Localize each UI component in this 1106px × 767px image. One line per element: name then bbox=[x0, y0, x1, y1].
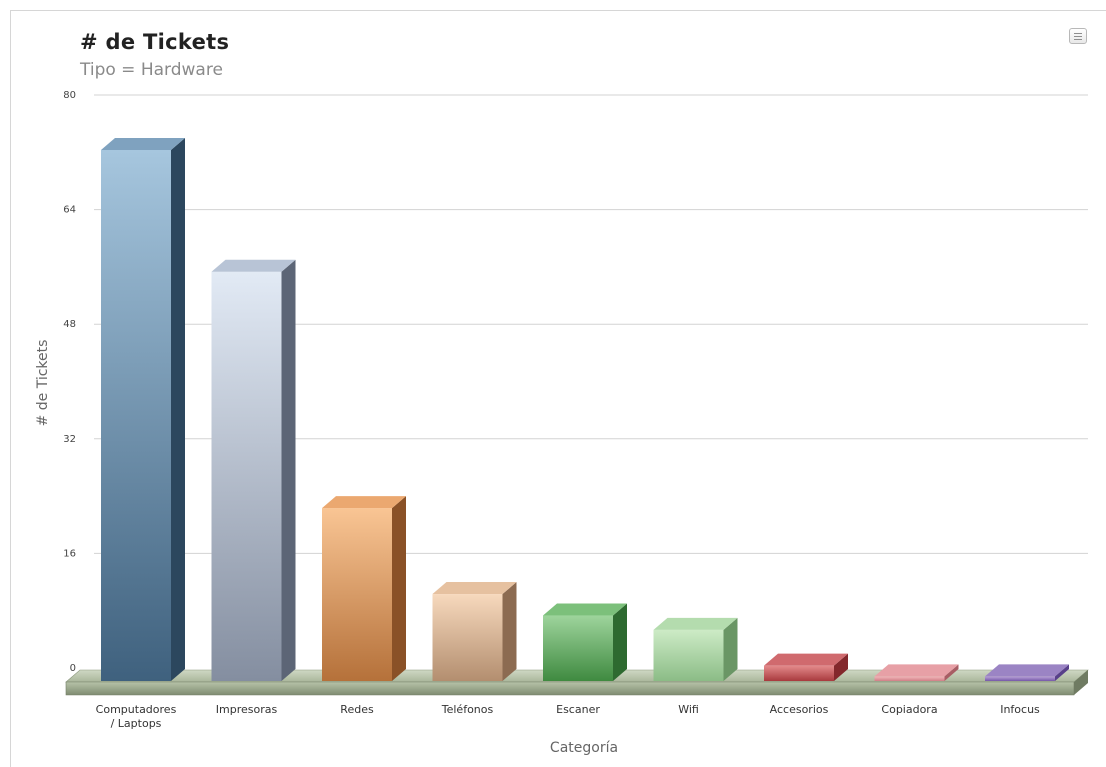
x-category-label: Escaner bbox=[556, 703, 600, 716]
y-tick-label: 0 bbox=[70, 663, 76, 674]
bar-top-face bbox=[432, 582, 517, 595]
bar[interactable] bbox=[543, 603, 627, 681]
x-axis-title: Categoría bbox=[550, 740, 618, 756]
bar-side-face bbox=[613, 603, 627, 681]
bar[interactable] bbox=[874, 664, 959, 681]
bar-front-face bbox=[874, 676, 945, 681]
chart-title: # de Tickets bbox=[80, 30, 230, 54]
x-category-label: Teléfonos bbox=[441, 703, 494, 716]
x-category-label: / Laptops bbox=[111, 717, 162, 730]
bar-top-face bbox=[874, 664, 959, 677]
bar-side-face bbox=[281, 259, 296, 681]
bar-side-face bbox=[502, 582, 517, 681]
x-category-label: Infocus bbox=[1000, 703, 1040, 716]
bar-top-face bbox=[653, 617, 738, 630]
bar-front-face bbox=[211, 271, 282, 681]
bar-front-face bbox=[322, 508, 392, 681]
chart-subtitle: Tipo = Hardware bbox=[80, 60, 223, 80]
bar-top-face bbox=[985, 664, 1069, 677]
bar-front-face bbox=[543, 615, 613, 681]
y-tick-label: 80 bbox=[63, 90, 76, 101]
x-category-label: Accesorios bbox=[770, 703, 829, 716]
x-category-label: Computadores bbox=[96, 703, 177, 716]
bar[interactable] bbox=[764, 653, 848, 681]
bar-top-face bbox=[543, 603, 627, 616]
bar-front-face bbox=[101, 149, 171, 682]
y-tick-label: 48 bbox=[63, 319, 76, 330]
bar[interactable] bbox=[211, 259, 296, 681]
bar-front-face bbox=[985, 676, 1055, 681]
base-side-face bbox=[1074, 670, 1088, 695]
bar-side-face bbox=[171, 137, 185, 682]
bar-side-face bbox=[392, 496, 406, 681]
bar-front-face bbox=[653, 629, 724, 681]
bar[interactable] bbox=[101, 137, 185, 682]
bar-side-face bbox=[834, 653, 848, 681]
x-category-label: Wifi bbox=[678, 703, 699, 716]
y-axis-ticks: 0 16 32 48 64 80 bbox=[63, 90, 76, 674]
bar-top-face bbox=[101, 137, 185, 150]
x-category-label: Impresoras bbox=[216, 703, 278, 716]
bar[interactable] bbox=[653, 617, 738, 681]
x-category-label: Redes bbox=[340, 703, 374, 716]
bars bbox=[101, 137, 1069, 682]
bar-front-face bbox=[764, 665, 834, 681]
bar[interactable] bbox=[322, 496, 406, 681]
bar-side-face bbox=[944, 664, 959, 681]
bar-side-face bbox=[723, 617, 738, 681]
bar-front-face bbox=[432, 594, 503, 681]
base-front-face bbox=[65, 681, 1075, 696]
bar[interactable] bbox=[985, 664, 1069, 681]
y-tick-label: 64 bbox=[63, 205, 76, 216]
y-tick-label: 16 bbox=[63, 548, 76, 559]
bar[interactable] bbox=[432, 582, 517, 681]
bar-top-face bbox=[764, 653, 848, 666]
bar-side-face bbox=[1055, 664, 1069, 681]
x-category-label: Copiadora bbox=[881, 703, 937, 716]
chart-menu-icon[interactable] bbox=[1069, 28, 1087, 44]
y-tick-label: 32 bbox=[63, 434, 76, 445]
bar-top-face bbox=[322, 496, 406, 509]
x-axis-labels: Computadores/ Laptops Impresoras Redes Telé… bbox=[96, 703, 1040, 730]
y-axis-title: # de Tickets bbox=[35, 340, 51, 427]
bar-top-face bbox=[211, 259, 296, 272]
